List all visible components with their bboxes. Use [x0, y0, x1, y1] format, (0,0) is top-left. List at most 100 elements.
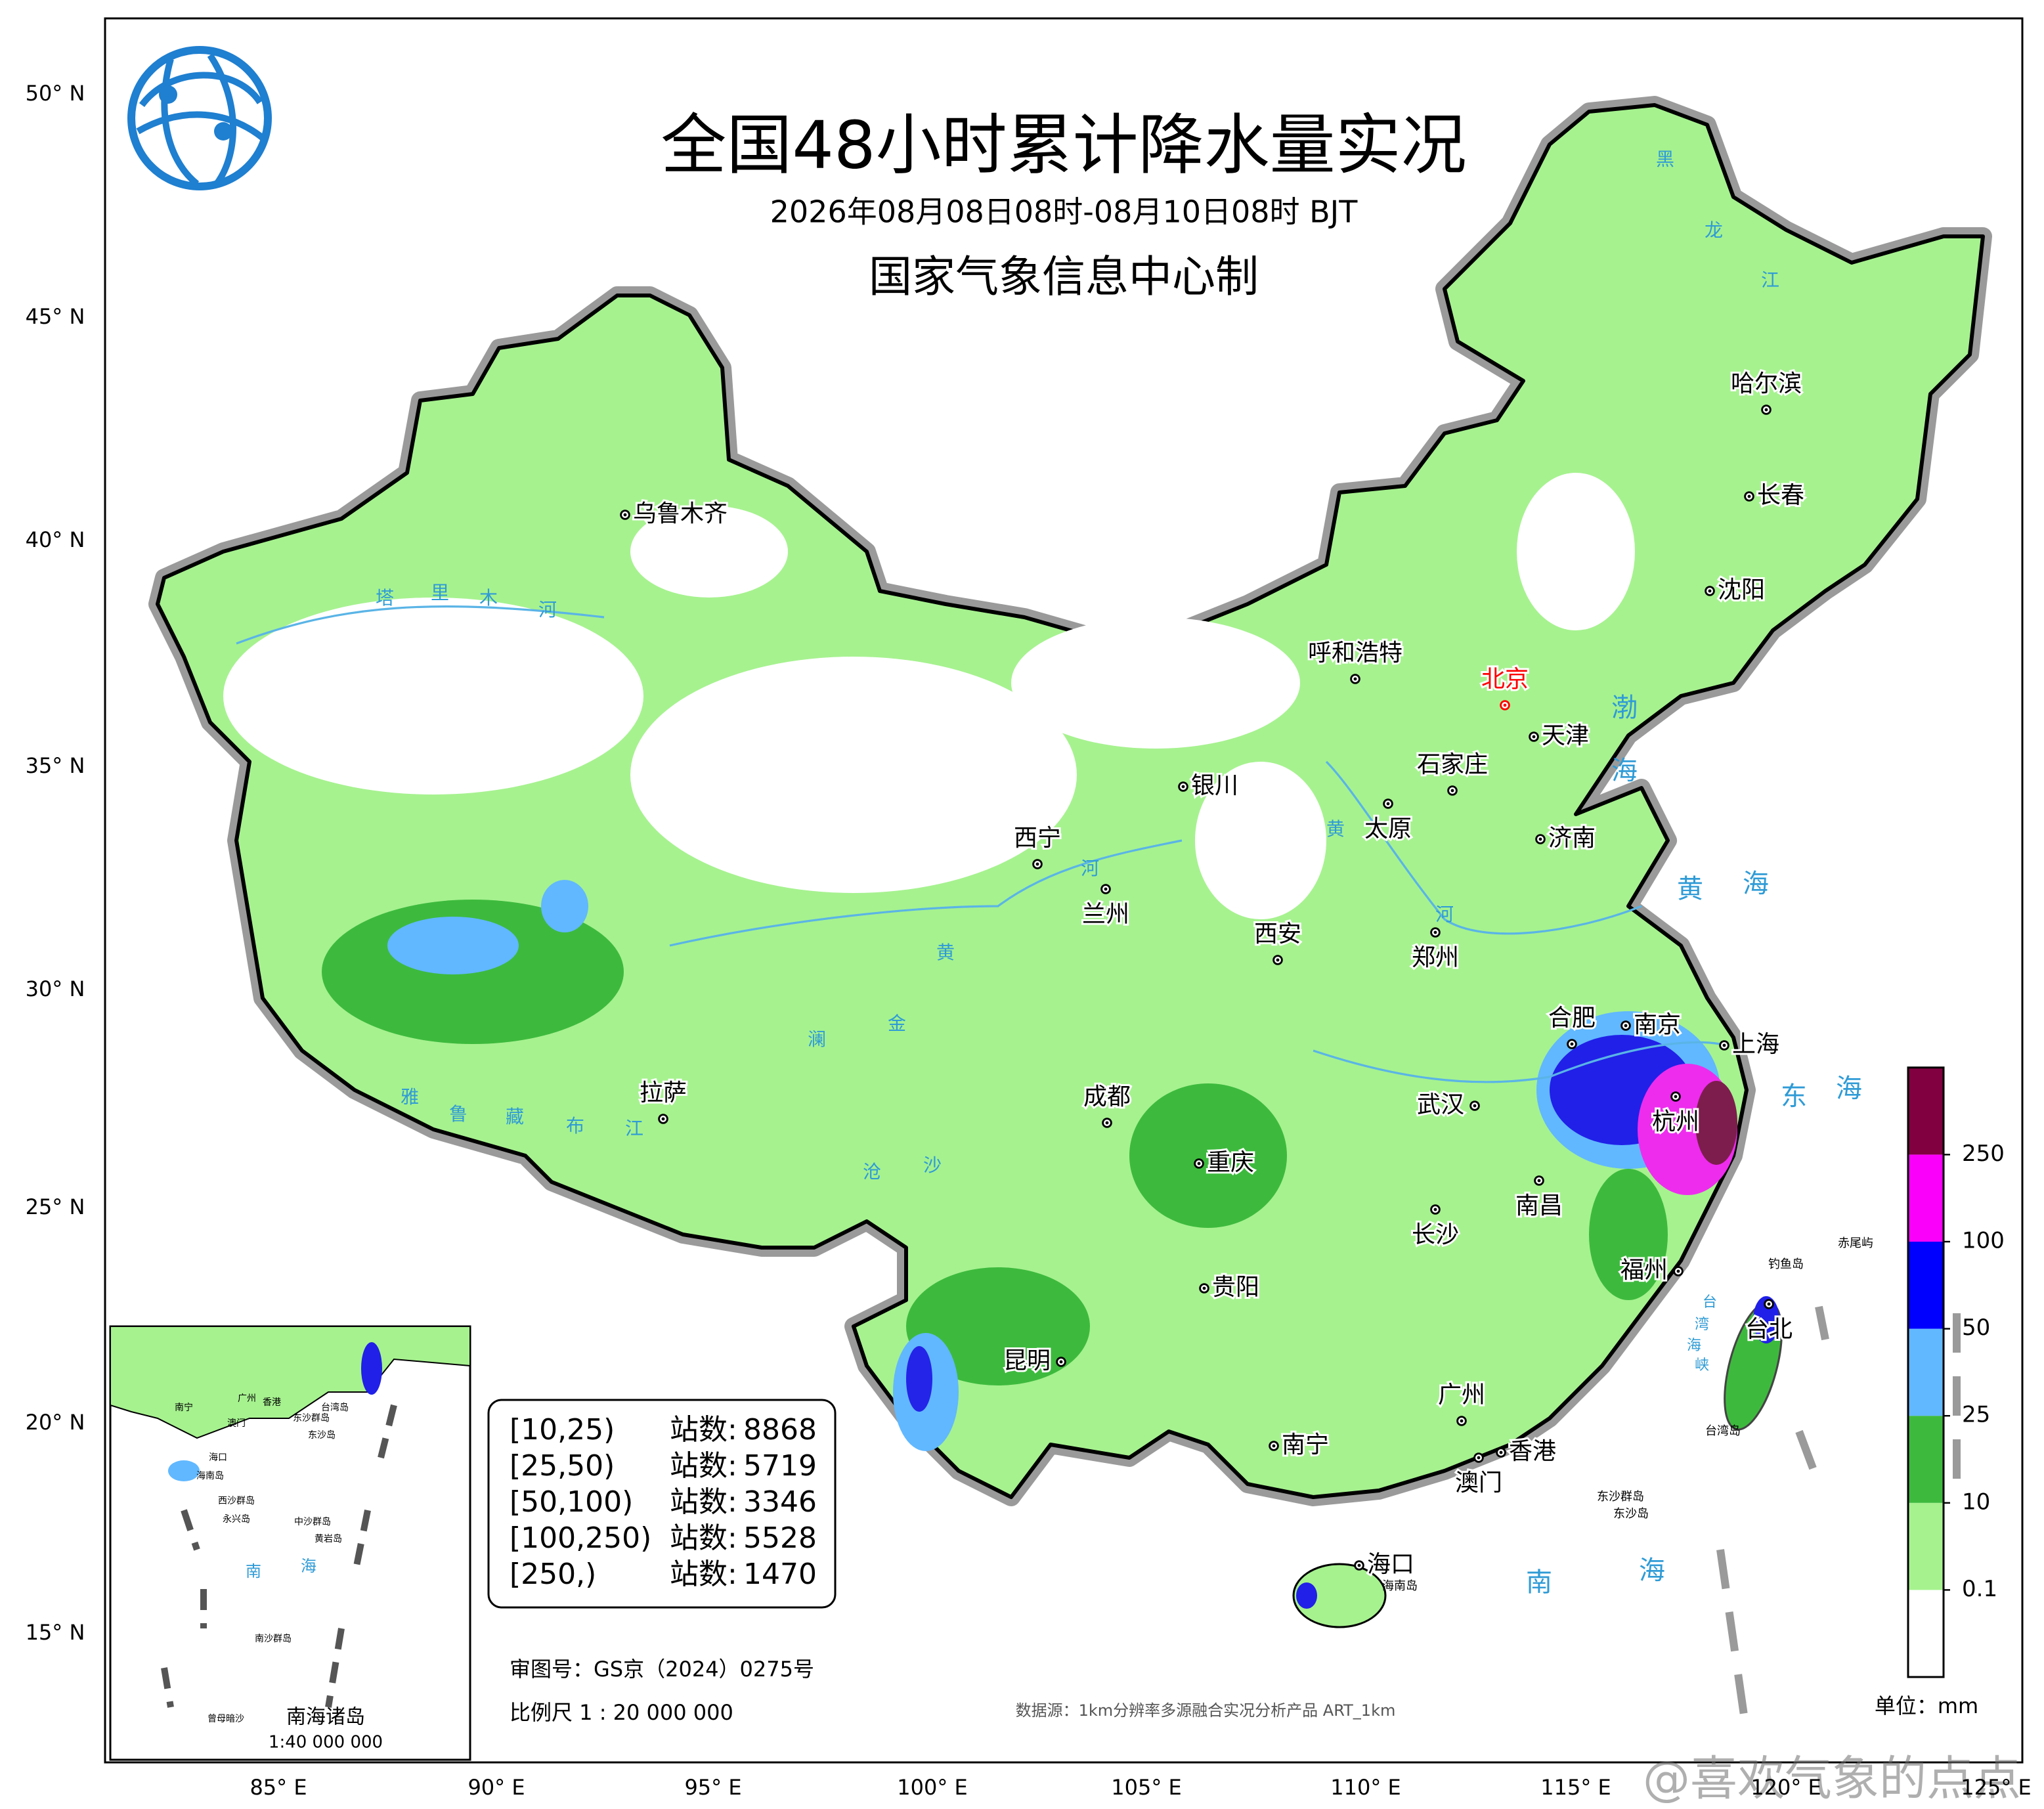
city-dot-center [1450, 789, 1454, 793]
river-label: 沙 [923, 1154, 942, 1176]
station-label: 站数: [670, 1521, 737, 1555]
dry-area [1195, 762, 1326, 919]
inset-title: 南海诸岛 [286, 1706, 365, 1729]
sea-label: 海 [1743, 869, 1769, 899]
inset-label: 海南岛 [196, 1471, 224, 1481]
longitude-label: 110° E [1330, 1775, 1401, 1800]
inset-label: 东沙岛 [308, 1430, 336, 1441]
city-label: 石家庄 [1417, 751, 1488, 778]
sea-label: 海 [1639, 1556, 1665, 1586]
land-layer [148, 96, 1992, 1734]
colorbar-tick-label: 250 [1962, 1141, 2005, 1167]
dry-area [630, 506, 788, 598]
city-label: 海口 [1367, 1551, 1414, 1578]
river-label: 河 [1435, 904, 1454, 925]
rain-area [1129, 1083, 1287, 1228]
colorbar-segment [1908, 1067, 1944, 1155]
place-label: 海南岛 [1382, 1579, 1418, 1593]
city-dot-center [1473, 1104, 1477, 1108]
dry-area [1517, 473, 1635, 630]
city-label: 长沙 [1412, 1221, 1459, 1248]
inset-label: 东沙群岛 [293, 1413, 330, 1424]
city-dot-center [1386, 802, 1390, 806]
latitude-label: 25° N [26, 1194, 85, 1219]
colorbar-segment [1908, 1242, 1944, 1329]
inset-sea-label: 海 [301, 1557, 316, 1575]
sea-label: 湾 [1695, 1317, 1709, 1333]
inset-sea-label: 南 [246, 1562, 261, 1580]
colorbar-segment [1908, 1154, 1944, 1242]
city-label: 武汉 [1417, 1091, 1464, 1118]
city-label: 北京 [1481, 666, 1529, 693]
city-label: 西宁 [1014, 825, 1061, 852]
place-label: 赤尾屿 [1838, 1236, 1873, 1250]
city-label: 银川 [1191, 772, 1238, 799]
station-count: 5719 [743, 1449, 817, 1483]
inset-label: 台湾岛 [321, 1402, 349, 1413]
city-label: 兰州 [1082, 901, 1129, 928]
logo [127, 46, 272, 190]
city-dot-center [1272, 1444, 1276, 1448]
inset-label: 海口 [209, 1452, 227, 1463]
longitude-label: 105° E [1111, 1775, 1181, 1800]
inset-label: 西沙群岛 [218, 1496, 255, 1506]
inset-scale: 1:40 000 000 [269, 1733, 383, 1753]
city-dot-center [1676, 1269, 1680, 1273]
city-dot-center [1105, 1121, 1109, 1125]
city-dot-center [1357, 1563, 1361, 1567]
sea-label: 东 [1781, 1081, 1807, 1112]
sea-label: 峡 [1695, 1357, 1709, 1374]
logo-ring [127, 46, 272, 190]
river-label: 木 [479, 587, 498, 609]
city-label: 天津 [1542, 722, 1589, 749]
inset-label: 曾母暗沙 [207, 1714, 244, 1724]
longitude-label: 100° E [897, 1775, 967, 1800]
city-dot-center [1276, 958, 1280, 962]
city-dot-center [1537, 1179, 1541, 1183]
rain-area [1589, 1169, 1668, 1300]
river-label: 沧 [863, 1161, 881, 1183]
station-range: [100,250) [510, 1521, 651, 1555]
latitude-label: 50° N [26, 81, 85, 106]
longitude-label: 90° E [468, 1775, 525, 1800]
colorbar-tick-label: 100 [1962, 1228, 2005, 1254]
station-label: 站数: [670, 1413, 737, 1447]
longitude-label: 85° E [250, 1775, 307, 1800]
sea-label: 海 [1687, 1338, 1701, 1354]
logo-grid [136, 53, 265, 186]
colorbar-segment [1908, 1328, 1944, 1416]
place-label: 东沙群岛 [1597, 1490, 1644, 1504]
city-dot-center [1503, 703, 1507, 707]
latitude-label: 30° N [26, 976, 85, 1001]
station-count: 8868 [743, 1413, 817, 1447]
inset-label: 中沙群岛 [294, 1517, 331, 1527]
river-label: 藏 [506, 1106, 524, 1127]
city-label: 南京 [1634, 1011, 1681, 1038]
river-label: 黄 [1326, 818, 1345, 840]
latitude-label: 45° N [26, 304, 85, 329]
station-count: 3346 [743, 1485, 817, 1519]
city-dot-center [623, 513, 627, 517]
review-number: 审图号：GS京（2024）0275号 [510, 1657, 814, 1682]
longitude-label: 125° E [1961, 1775, 2031, 1800]
city-dot-center [1477, 1456, 1481, 1460]
city-label: 杭州 [1652, 1108, 1699, 1135]
city-label: 香港 [1509, 1438, 1556, 1465]
producer: 国家气象信息中心制 [869, 251, 1259, 302]
inset-boundary [161, 1404, 397, 1708]
city-dot-center [1197, 1162, 1201, 1166]
station-label: 站数: [670, 1485, 737, 1519]
title: 全国48小时累计降水量实况 [661, 106, 1466, 183]
colorbar-segment [1908, 1502, 1944, 1590]
city-dot-center [1674, 1095, 1678, 1099]
colorbar-tick-label: 0.1 [1962, 1576, 1997, 1602]
river-label: 金 [888, 1013, 906, 1034]
colorbar-frame [1907, 1066, 1945, 1678]
place-label: 东沙岛 [1613, 1507, 1649, 1521]
city-label: 南昌 [1515, 1192, 1563, 1219]
city-label: 广州 [1438, 1382, 1485, 1408]
inset-taiwan [361, 1342, 382, 1395]
city-dot-center [1538, 837, 1542, 841]
city-label: 成都 [1083, 1083, 1131, 1110]
longitude-label: 120° E [1750, 1775, 1821, 1800]
